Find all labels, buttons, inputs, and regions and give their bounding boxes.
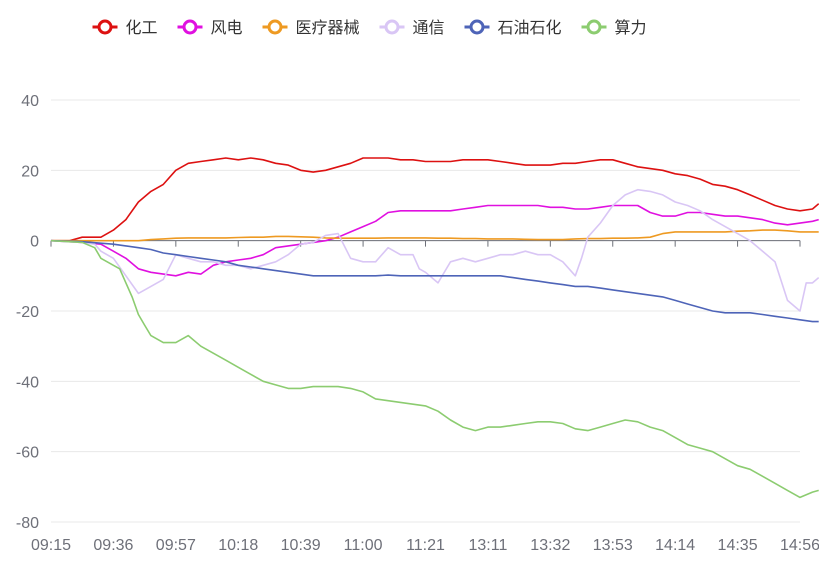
series-line bbox=[51, 157, 819, 242]
legend-marker-icon bbox=[267, 19, 283, 35]
legend-label: 算力 bbox=[615, 18, 647, 37]
y-tick-label: -40 bbox=[16, 374, 39, 391]
legend-item[interactable]: 医疗器械 bbox=[262, 19, 360, 37]
y-axis: 40 20 0 -20 -40 -60 -80 bbox=[16, 93, 39, 532]
y-tick-label: 20 bbox=[21, 163, 39, 180]
y-tick-label: -80 bbox=[16, 515, 39, 532]
legend-item[interactable]: 算力 bbox=[581, 18, 647, 37]
x-tick-label: 09:57 bbox=[156, 537, 196, 554]
x-tick-label: 09:36 bbox=[93, 537, 133, 554]
grid-lines bbox=[51, 99, 800, 523]
x-tick-label: 14:56 bbox=[780, 537, 819, 554]
y-tick-label: -20 bbox=[16, 304, 39, 321]
series-lines bbox=[50, 157, 819, 499]
series-line bbox=[51, 229, 819, 242]
y-tick-label: -60 bbox=[16, 445, 39, 462]
x-tick-label: 09:15 bbox=[31, 537, 71, 554]
x-tick-label: 13:11 bbox=[468, 537, 507, 554]
legend-label: 风电 bbox=[211, 19, 243, 37]
series-line bbox=[50, 239, 819, 499]
y-tick-label: 40 bbox=[21, 93, 39, 110]
legend-marker-icon bbox=[97, 19, 113, 35]
series-line bbox=[50, 188, 819, 312]
legend-item[interactable]: 通信 bbox=[379, 19, 445, 37]
x-tick-label: 10:18 bbox=[218, 537, 258, 554]
legend-label: 石油石化 bbox=[498, 19, 562, 37]
x-tick-label: 11:21 bbox=[406, 537, 445, 554]
legend-item[interactable]: 风电 bbox=[177, 19, 243, 37]
legend-label: 通信 bbox=[413, 19, 445, 37]
legend-label: 医疗器械 bbox=[296, 19, 360, 37]
x-tick-label: 13:53 bbox=[593, 537, 633, 554]
legend-marker-icon bbox=[182, 19, 198, 35]
x-tick-label: 10:39 bbox=[281, 537, 321, 554]
legend-item[interactable]: 石油石化 bbox=[464, 19, 562, 37]
legend-marker-icon bbox=[469, 19, 485, 35]
legend-label: 化工 bbox=[126, 19, 158, 37]
legend[interactable]: 化工 风电 医疗器械 通信 石油石化 算力 bbox=[92, 18, 647, 37]
x-tick-label: 14:35 bbox=[718, 537, 758, 554]
x-tick-label: 13:32 bbox=[530, 537, 570, 554]
legend-marker-icon bbox=[586, 19, 602, 35]
y-tick-label: 0 bbox=[30, 234, 39, 251]
series-line bbox=[50, 239, 819, 323]
legend-item[interactable]: 化工 bbox=[92, 19, 158, 37]
x-tick-label: 11:00 bbox=[344, 537, 383, 554]
x-tick-label: 14:14 bbox=[655, 537, 695, 554]
legend-marker-icon bbox=[384, 19, 400, 35]
x-axis: 09:15 09:36 09:57 10:18 10:39 11:00 11:21 13:11… bbox=[31, 240, 819, 554]
series-line bbox=[50, 204, 819, 277]
